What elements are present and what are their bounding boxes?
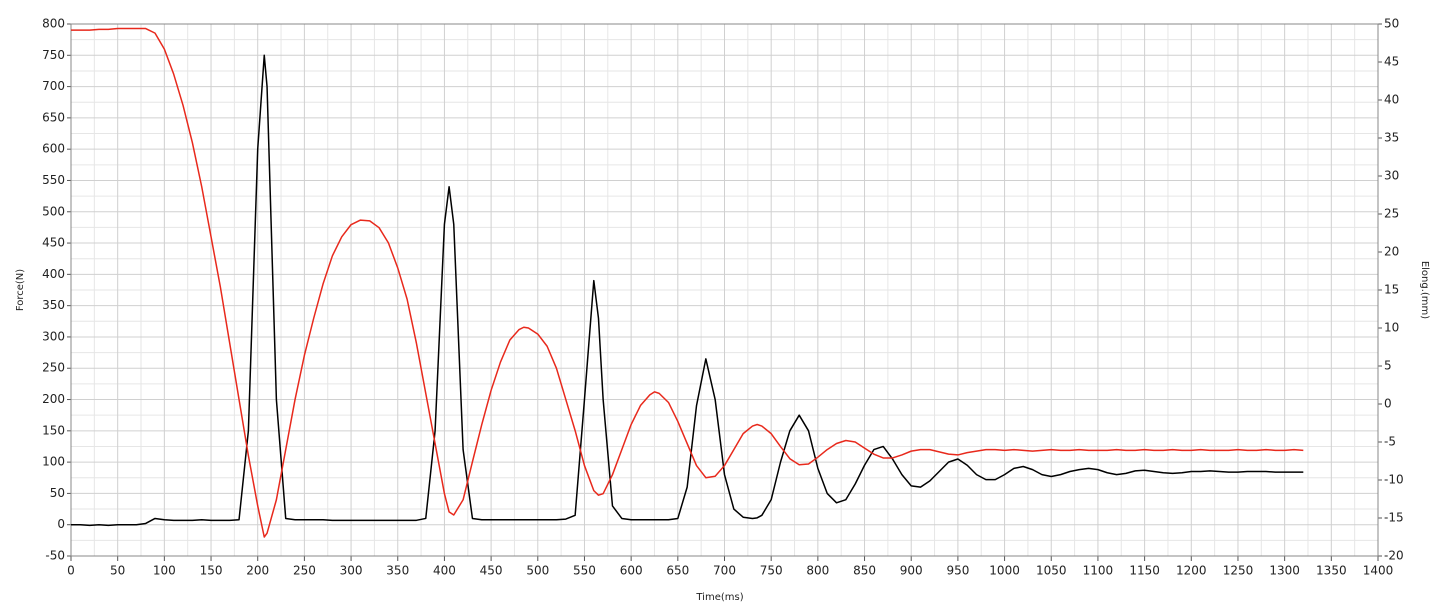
x-tick-label: 1000 bbox=[989, 564, 1020, 578]
y-tick-label: 200 bbox=[42, 392, 65, 406]
y-tick-label: 150 bbox=[42, 423, 65, 437]
x-axis-title: Time(ms) bbox=[695, 592, 743, 603]
x-tick-label: 550 bbox=[573, 564, 596, 578]
y-tick-label: 250 bbox=[42, 361, 65, 375]
y2-tick-label: 25 bbox=[1384, 207, 1399, 221]
y-tick-label: 750 bbox=[42, 48, 65, 62]
y2-tick-label: -20 bbox=[1384, 549, 1404, 563]
y-axis-title: Force(N) bbox=[15, 269, 26, 311]
y2-tick-label: 20 bbox=[1384, 245, 1399, 259]
x-tick-label: 950 bbox=[946, 564, 969, 578]
x-tick-label: 500 bbox=[526, 564, 549, 578]
x-tick-label: 650 bbox=[666, 564, 689, 578]
y-tick-label: 300 bbox=[42, 329, 65, 343]
data-line bbox=[71, 54, 1304, 527]
x-tick-label: 700 bbox=[713, 564, 736, 578]
x-tick-label: 1150 bbox=[1129, 564, 1160, 578]
y2-tick-label: 30 bbox=[1384, 169, 1399, 183]
x-tick-label: 1400 bbox=[1363, 564, 1394, 578]
y-tick-label: 800 bbox=[42, 17, 65, 31]
y-tick-label: 350 bbox=[42, 298, 65, 312]
y2-tick-label: 10 bbox=[1384, 321, 1399, 335]
y2-tick-label: 45 bbox=[1384, 55, 1399, 69]
y2-tick-label: 40 bbox=[1384, 93, 1399, 107]
y-tick-label: 700 bbox=[42, 79, 65, 93]
x-tick-label: 150 bbox=[200, 564, 223, 578]
y2-tick-label: 35 bbox=[1384, 131, 1399, 145]
x-tick-label: 300 bbox=[340, 564, 363, 578]
data-line bbox=[71, 27, 1304, 538]
y2-tick-label: 15 bbox=[1384, 283, 1399, 297]
x-tick-label: 100 bbox=[153, 564, 176, 578]
x-tick-label: 50 bbox=[110, 564, 125, 578]
y-tick-label: -50 bbox=[45, 549, 65, 563]
y-tick-label: 600 bbox=[42, 142, 65, 156]
y2-tick-label: -5 bbox=[1384, 435, 1396, 449]
x-tick-label: 750 bbox=[760, 564, 783, 578]
x-tick-label: 0 bbox=[67, 564, 75, 578]
x-tick-label: 350 bbox=[386, 564, 409, 578]
x-tick-label: 200 bbox=[246, 564, 269, 578]
y-tick-label: 450 bbox=[42, 236, 65, 250]
y2-tick-label: 0 bbox=[1384, 397, 1392, 411]
y2-tick-label: 50 bbox=[1384, 17, 1399, 31]
y-tick-label: 50 bbox=[50, 486, 65, 500]
x-tick-label: 400 bbox=[433, 564, 456, 578]
y-tick-label: 500 bbox=[42, 204, 65, 218]
x-tick-label: 1200 bbox=[1176, 564, 1207, 578]
x-tick-label: 1300 bbox=[1269, 564, 1300, 578]
x-tick-label: 600 bbox=[620, 564, 643, 578]
y-tick-label: 550 bbox=[42, 173, 65, 187]
y2-tick-label: -15 bbox=[1384, 511, 1404, 525]
y-tick-label: 400 bbox=[42, 267, 65, 281]
x-tick-label: 1350 bbox=[1316, 564, 1347, 578]
x-tick-label: 1250 bbox=[1223, 564, 1254, 578]
y-tick-label: 650 bbox=[42, 110, 65, 124]
x-tick-label: 800 bbox=[806, 564, 829, 578]
x-tick-label: 850 bbox=[853, 564, 876, 578]
x-tick-label: 900 bbox=[900, 564, 923, 578]
x-tick-label: 250 bbox=[293, 564, 316, 578]
y2-axis-title: Elong.(mm) bbox=[1419, 261, 1430, 319]
y2-tick-label: 5 bbox=[1384, 359, 1392, 373]
y-tick-label: 100 bbox=[42, 455, 65, 469]
plot-frame bbox=[70, 23, 1379, 557]
x-tick-label: 1050 bbox=[1036, 564, 1067, 578]
y2-tick-label: -10 bbox=[1384, 473, 1404, 487]
x-tick-label: 450 bbox=[480, 564, 503, 578]
y-tick-label: 0 bbox=[57, 517, 65, 531]
x-tick-label: 1100 bbox=[1083, 564, 1114, 578]
